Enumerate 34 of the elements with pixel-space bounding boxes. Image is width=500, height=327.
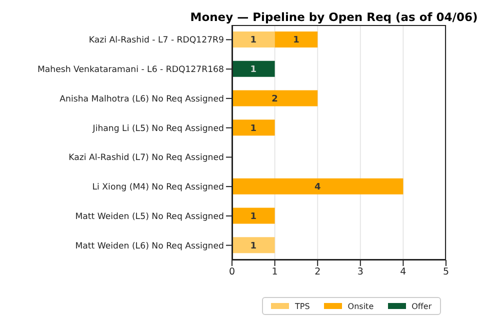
- data-label: 2: [272, 94, 278, 104]
- y-tick-label: Mahesh Venkataramani - L6 - RDQ127R168: [37, 65, 224, 76]
- bar: [274, 31, 318, 48]
- bar: [232, 120, 275, 136]
- legend-label: Onsite: [346, 302, 374, 310]
- data-label: 1: [250, 241, 257, 252]
- bar: [232, 90, 318, 106]
- y-tick-label: Matt Weiden (L5) No Req Assigned: [75, 212, 224, 222]
- legend-label: TPS: [294, 302, 310, 310]
- bar: [232, 31, 275, 48]
- y-tick-label: Kazi Al-Rashid - L7 - RDQ127R9: [88, 36, 224, 46]
- data-label: 1: [250, 36, 257, 46]
- y-tick-label: Kazi Al-Rashid (L7) No Req Assigned: [68, 153, 224, 164]
- data-label: 1: [250, 212, 257, 222]
- x-tick-label: 0: [228, 266, 236, 278]
- data-label: 4: [314, 182, 321, 193]
- data-label: 1: [293, 36, 300, 46]
- x-tick-label: 5: [442, 266, 450, 278]
- y-tick-label: Li Xiong (M4) No Req Assigned: [92, 182, 224, 193]
- data-label: 1: [250, 65, 257, 76]
- x-tick-label: 1: [272, 266, 278, 278]
- x-tick-label: 4: [400, 266, 406, 278]
- x-tick-label: 3: [357, 266, 364, 278]
- legend-label: Offer: [410, 302, 432, 310]
- bar: [232, 237, 275, 254]
- y-tick-label: Jihang Li (L5) No Req Assigned: [92, 124, 224, 134]
- y-tick-label: Matt Weiden (L6) No Req Assigned: [75, 241, 224, 252]
- chart-title: Money — Pipeline by Open Req (as of 04/06): [189, 10, 479, 24]
- bar: [232, 178, 404, 194]
- data-label: 1: [250, 124, 257, 134]
- bar: [232, 60, 275, 77]
- y-tick-label: Anisha Malhotra (L6) No Req Assigned: [60, 94, 224, 104]
- x-tick-label: 2: [314, 266, 321, 278]
- bar: [232, 208, 275, 224]
